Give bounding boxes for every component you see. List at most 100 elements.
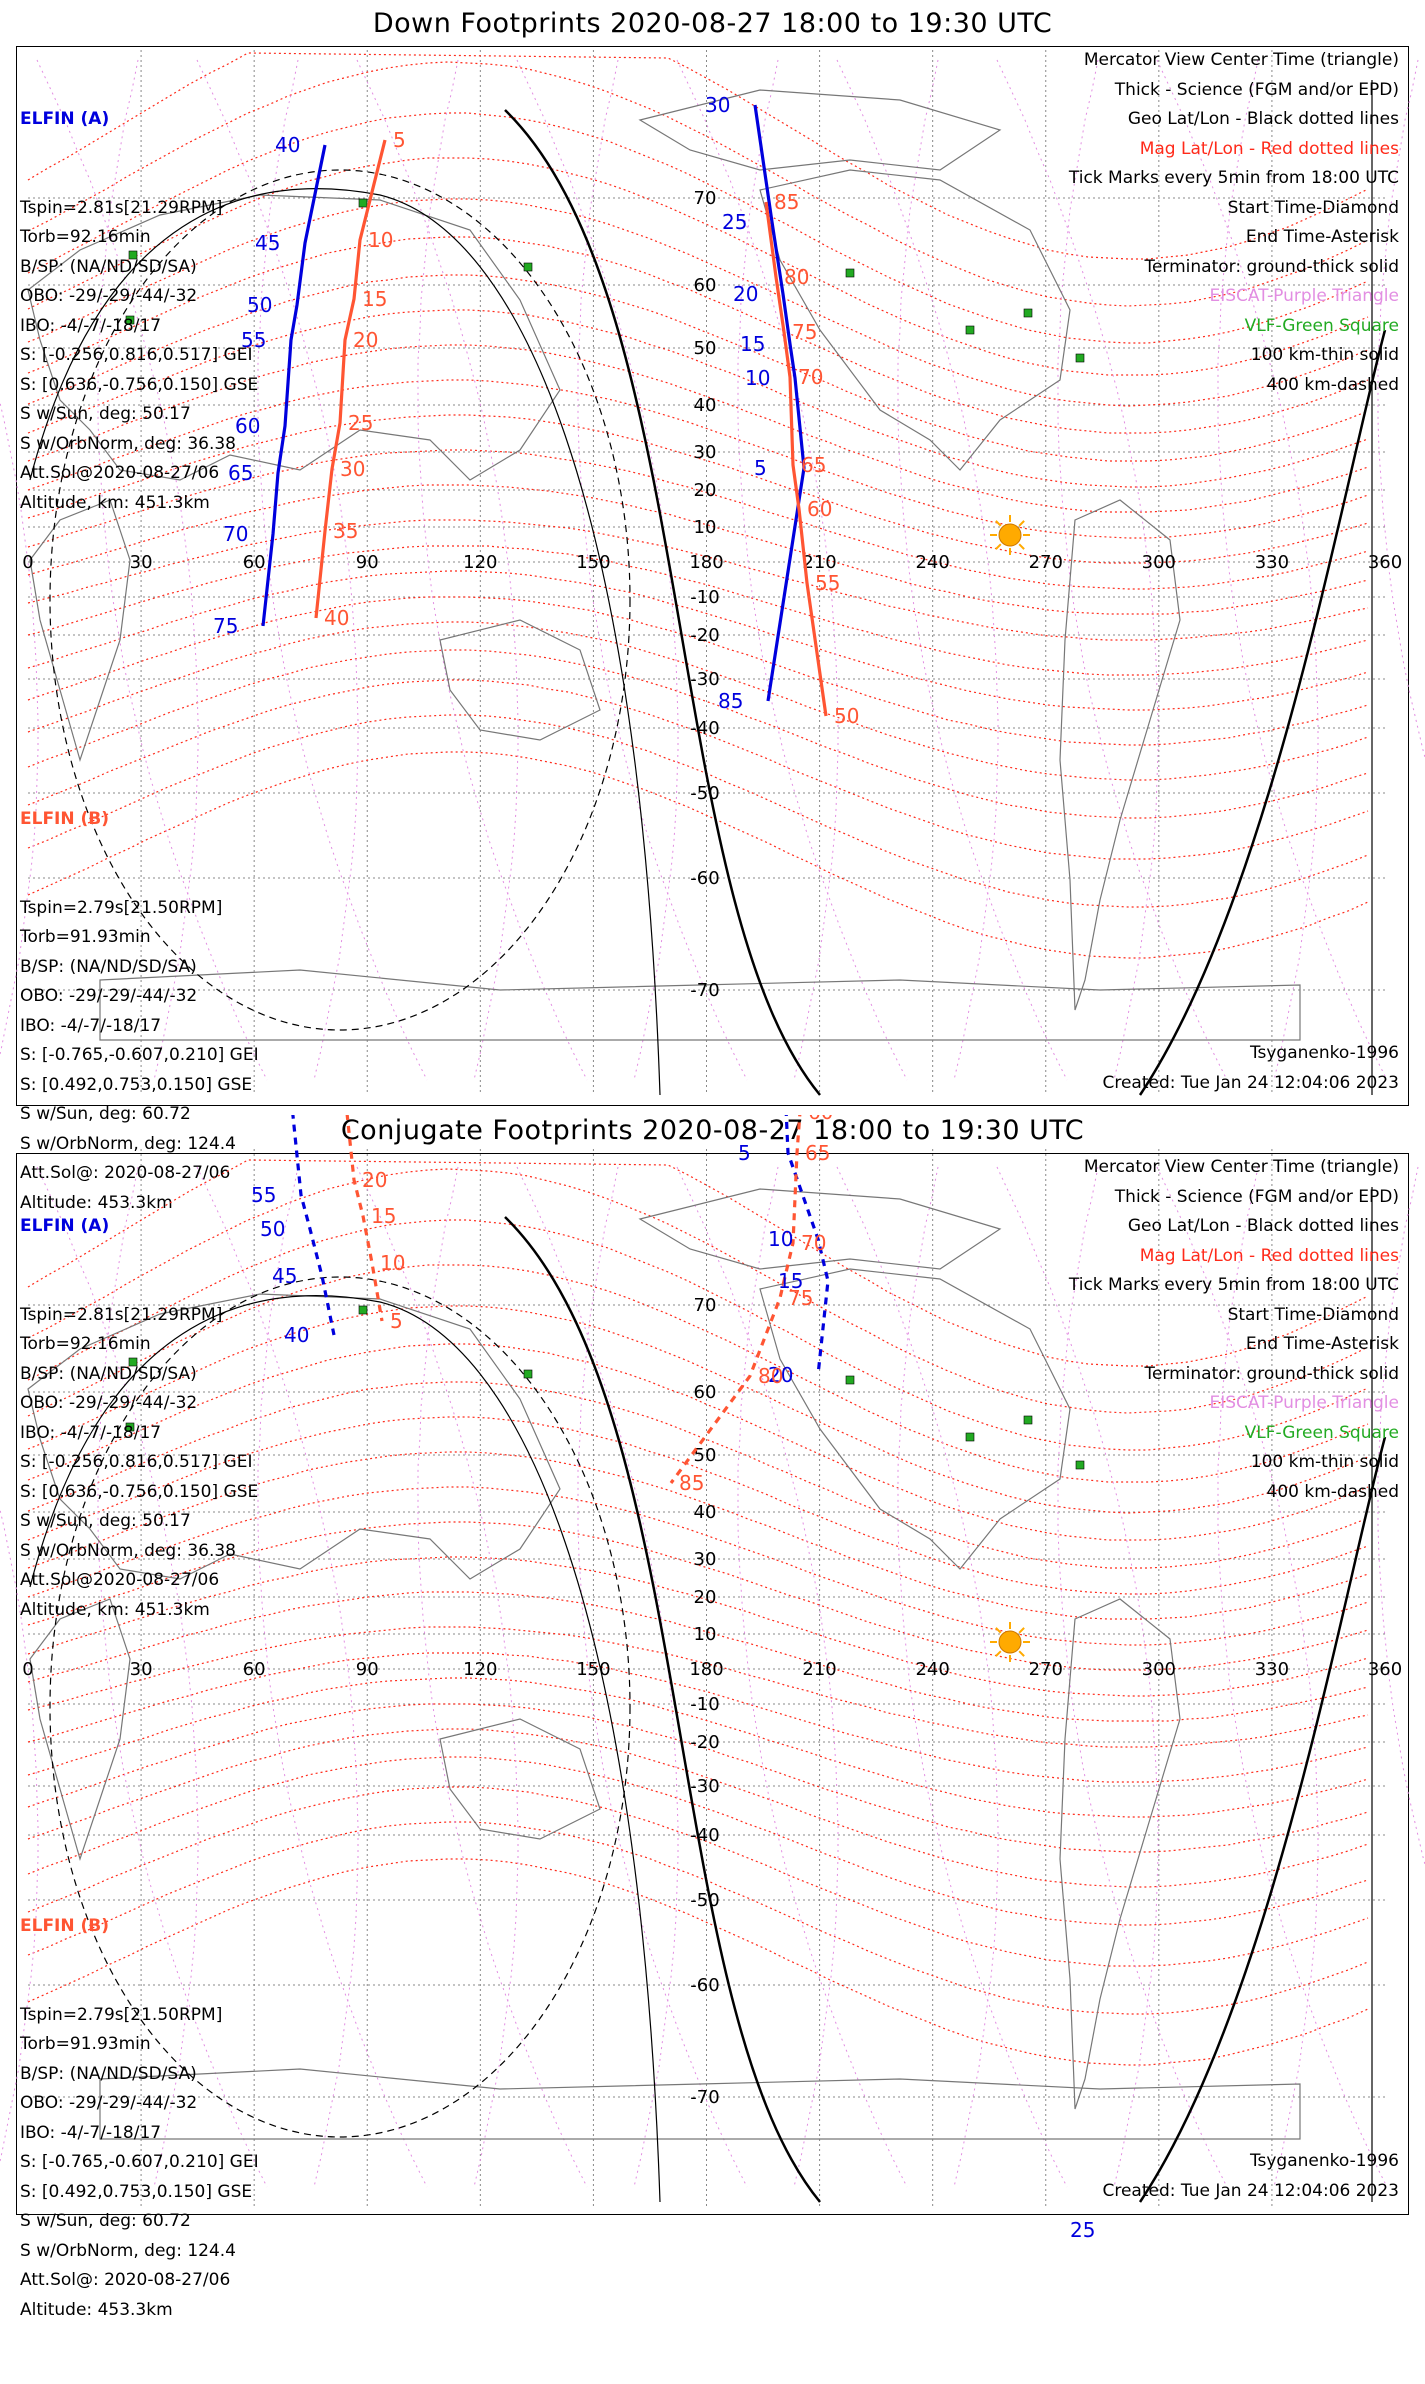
mag-lat-line: [27, 414, 1369, 564]
mag-lon-line: [97, 1166, 268, 2188]
elfin-a-footprint-trace: [261, 144, 327, 627]
coastlines: [27, 1188, 1301, 2140]
elfin-b-time-label: 15: [371, 1204, 396, 1228]
mag-lat-line: [27, 1756, 1369, 1926]
legend-line: Terminator: ground-thick solid: [1144, 1363, 1399, 1384]
elfin-a-param-line: Tspin=2.81s[21.29RPM]: [20, 197, 223, 218]
mag-lat-line: [27, 1728, 1369, 1888]
map-legend: Mercator View Center Time (triangle) Thic…: [1069, 46, 1399, 400]
lon-tick-label: 0: [22, 552, 33, 573]
elfin-b-param-line: OBO: -29/-29/-44/-32: [20, 986, 198, 1006]
mag-lon-line: [257, 59, 428, 1081]
elfin-b-time-label: 5: [393, 128, 406, 152]
elfin-b-time-label: 60: [807, 497, 832, 521]
mag-lat-line: [27, 449, 1369, 590]
mag-lat-line: [27, 1159, 1369, 1367]
elfin-b-param-line: S: [0.492,0.753,0.150] GSE: [20, 2181, 253, 2202]
continent-outline: [439, 1718, 601, 1840]
lon-tick-label: 240: [915, 1659, 949, 1680]
range-400km: [49, 169, 631, 1031]
mag-lon-line: [417, 1166, 588, 2188]
continent-outline: [1059, 1598, 1181, 2110]
lon-tick-label: 210: [802, 1659, 836, 1680]
mag-lat-line: [27, 198, 1369, 407]
elfin-b-param-line: S w/Sun, deg: 60.72: [20, 1104, 191, 1124]
lat-tick-label: -40: [690, 718, 719, 739]
elfin-b-time-label: 80: [784, 265, 809, 289]
mag-lon-line: [996, 59, 1159, 1081]
terminator-line: [504, 109, 821, 1096]
elfin-b-time-label: 20: [362, 1168, 387, 1192]
elfin-a-title: ELFIN (A): [20, 109, 110, 129]
terminator: [29, 1187, 1387, 2203]
mag-lon-line: [196, 59, 359, 1081]
elfin-a-time-label: 60: [235, 414, 260, 438]
elfin-b-info: ELFIN (B) Tspin=2.79s[21.50RPM] Torb=91.9…: [20, 746, 259, 1277]
lon-tick-label: 360: [1368, 1659, 1402, 1680]
lat-tick-label: -20: [690, 625, 719, 646]
elfin-a-param-line: S w/OrbNorm, deg: 36.38: [20, 1540, 237, 1561]
elfin-b-param-line: Att.Sol@: 2020-08-27/06: [20, 2270, 231, 2290]
elfin-a-param-line: IBO: -4/-7/-18/17: [20, 1422, 162, 1443]
elfin-a-param-line: S: [-0.256,0.816,0.517] GEI: [20, 1452, 253, 1472]
terminator-line: [1138, 1436, 1387, 2203]
mag-lon-line: [737, 59, 908, 1081]
vlf-station-marker: [1075, 353, 1085, 363]
elfin-b-param-line: S: [-0.765,-0.607,0.210] GEI: [20, 1045, 259, 1065]
elfin-b-param-line: IBO: -4/-7/-18/17: [20, 2122, 162, 2143]
elfin-b-param-line: B/SP: (NA/ND/SD/SA): [20, 2063, 197, 2084]
legend-line: Mag Lat/Lon - Red dotted lines: [1139, 1245, 1399, 1266]
elfin-b-time-label: 75: [788, 1286, 813, 1310]
mag-lon-line: [577, 1166, 748, 2188]
elfin-a-time-label: 55: [251, 1183, 276, 1207]
elfin-a-time-label: 30: [705, 93, 730, 117]
legend-line: EISCAT-Purple Triangle: [1209, 286, 1399, 306]
panel-title: Down Footprints 2020-08-27 18:00 to 19:3…: [372, 8, 1053, 39]
elfin-b-time-label: 35: [333, 519, 358, 543]
legend-line: Geo Lat/Lon - Black dotted lines: [1127, 1216, 1399, 1236]
sun-ray: [995, 1650, 1002, 1657]
continent-outline: [29, 499, 131, 763]
elfin-a-param-line: Torb=92.16min: [20, 227, 151, 247]
elfin-a-time-label: 25: [722, 210, 747, 234]
elfin-a-time-label: 50: [247, 293, 272, 317]
mag-lon-line: [1217, 59, 1388, 1081]
elfin-a-param-line: S: [0.636,-0.756,0.150] GSE: [20, 374, 259, 395]
panel-title: Conjugate Footprints 2020-08-27 18:00 to…: [340, 1115, 1085, 1146]
legend-line: Start Time-Diamond: [1227, 1304, 1399, 1325]
lon-tick-label: 180: [689, 552, 723, 573]
lon-tick-label: 270: [1029, 552, 1063, 573]
elfin-b-time-label: 30: [340, 457, 365, 481]
lon-tick-label: 0: [22, 1659, 33, 1680]
elfin-a-time-label: 45: [272, 1264, 297, 1288]
mag-lat-line: [27, 236, 1369, 434]
mercator-map: 0 30 60 90 120 150 180 210 240 270 300 330 360 70 60 50…: [0, 1115, 1425, 2209]
continent-outline: [638, 89, 1002, 171]
legend-line: Mercator View Center Time (triangle): [1083, 1157, 1399, 1177]
model-label: Tsyganenko-1996: [1249, 2151, 1399, 2171]
lat-tick-label: -10: [690, 1694, 719, 1715]
mag-lat-line: [27, 1521, 1369, 1671]
mag-lat-line: [27, 1168, 1369, 1414]
range-100km: [29, 188, 661, 1096]
lon-tick-label: 60: [243, 1659, 266, 1680]
lat-tick-label: 60: [694, 1382, 717, 1403]
legend-line: Thick - Science (FGM and/or EPD): [1114, 79, 1399, 100]
lat-tick-label: 50: [694, 338, 717, 359]
continent-outline: [759, 1268, 1071, 1570]
elfin-a-footprint-trace: [291, 1115, 336, 1336]
elfin-a-params: Tspin=2.81s[21.29RPM] Torb=92.16min B/SP: …: [20, 194, 258, 519]
lat-tick-label: 30: [694, 1549, 717, 1570]
elfin-a-param-line: OBO: -29/-29/-44/-32: [20, 1393, 198, 1413]
mag-lat-line: [27, 649, 1369, 819]
sun-ray: [1018, 543, 1025, 550]
elfin-a-time-label: 60: [242, 1115, 267, 1118]
lat-tick-label: 70: [694, 1295, 717, 1316]
lat-tick-label: 40: [694, 395, 717, 416]
vlf-station-marker: [845, 268, 855, 278]
lat-tick-label: -60: [690, 1975, 719, 1996]
elfin-a-time-label: 15: [778, 1269, 803, 1293]
lon-tick-label: 30: [130, 552, 153, 573]
lat-tick-label: -70: [690, 2087, 719, 2108]
geo-grid: [28, 50, 1385, 1094]
